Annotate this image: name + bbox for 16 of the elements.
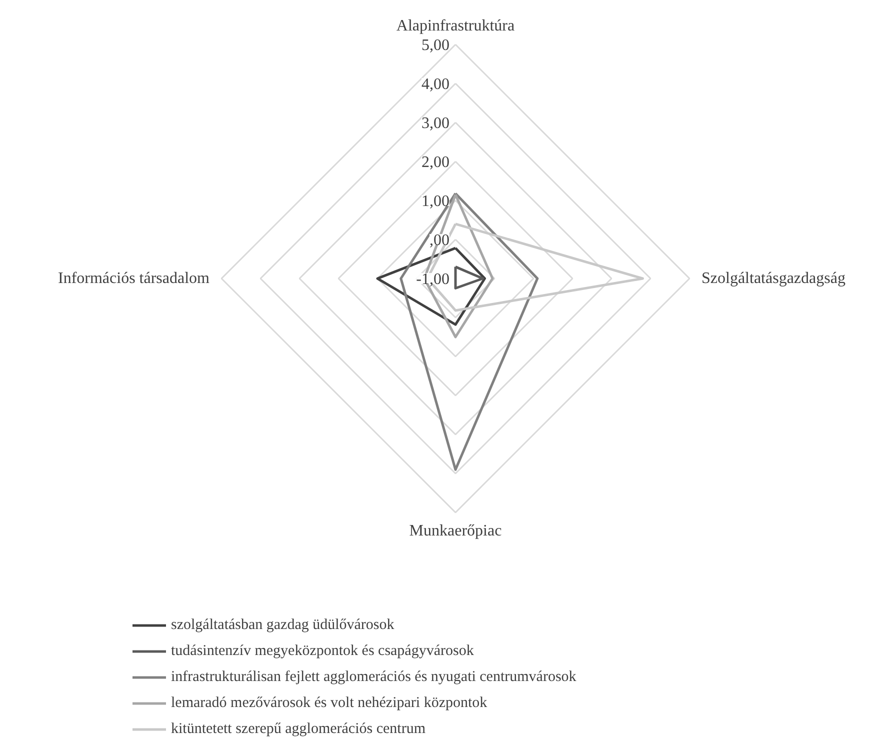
spoke-label: Alapinfrastruktúra <box>396 18 515 34</box>
y-tick-label: -1,00 <box>416 271 450 288</box>
spoke-label: Információs társadalom <box>58 270 210 287</box>
legend-label: tudásintenzív megyeközpontok és csapágyvárosok <box>171 642 474 660</box>
legend-label: infrastrukturálisan fejlett agglomerációs és nyugati centrumvárosok <box>171 668 576 686</box>
legend-label: szolgáltatásban gazdag üdülővárosok <box>171 616 394 634</box>
y-tick-label: 2,00 <box>422 154 450 171</box>
y-tick-label: 5,00 <box>422 37 450 54</box>
y-tick-label: 4,00 <box>422 76 450 93</box>
spoke-label: Szolgáltatásgazdagság <box>702 270 846 287</box>
y-tick-label: ,00 <box>430 232 450 249</box>
y-tick-label: 3,00 <box>422 115 450 132</box>
legend-label: kitüntetett szerepű agglomerációs centrum <box>171 720 426 738</box>
spoke-label: Munkaerőpiac <box>409 522 502 540</box>
y-tick-label: 1,00 <box>422 193 450 210</box>
legend-label: lemaradó mezővárosok és volt nehézipari központok <box>171 694 488 712</box>
